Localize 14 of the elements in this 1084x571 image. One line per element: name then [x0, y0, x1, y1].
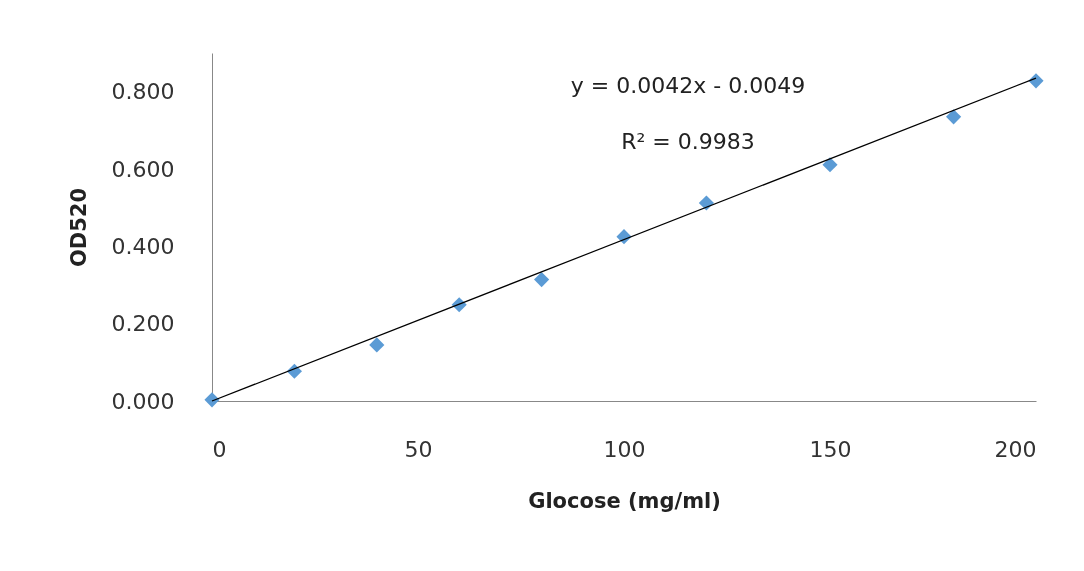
y-tick-label: 0.200 — [111, 311, 175, 337]
x-tick-label: 50 — [404, 436, 433, 462]
y-tick-label: 0.600 — [111, 156, 175, 182]
x-tick-label: 150 — [809, 436, 852, 462]
y-axis-title: OD520 — [66, 187, 91, 268]
annotation: R² = 0.9983 — [621, 129, 755, 154]
x-tick-label: 200 — [994, 436, 1037, 462]
x-tick-label: 0 — [212, 436, 227, 462]
y-tick-label: 0.000 — [111, 388, 175, 414]
y-tick-label: 0.800 — [111, 79, 175, 105]
x-tick-label: 100 — [603, 436, 646, 462]
annotation: y = 0.0042x - 0.0049 — [570, 73, 806, 98]
y-tick-label: 0.400 — [111, 233, 175, 259]
x-axis-title: Glocose (mg/ml) — [528, 488, 721, 513]
